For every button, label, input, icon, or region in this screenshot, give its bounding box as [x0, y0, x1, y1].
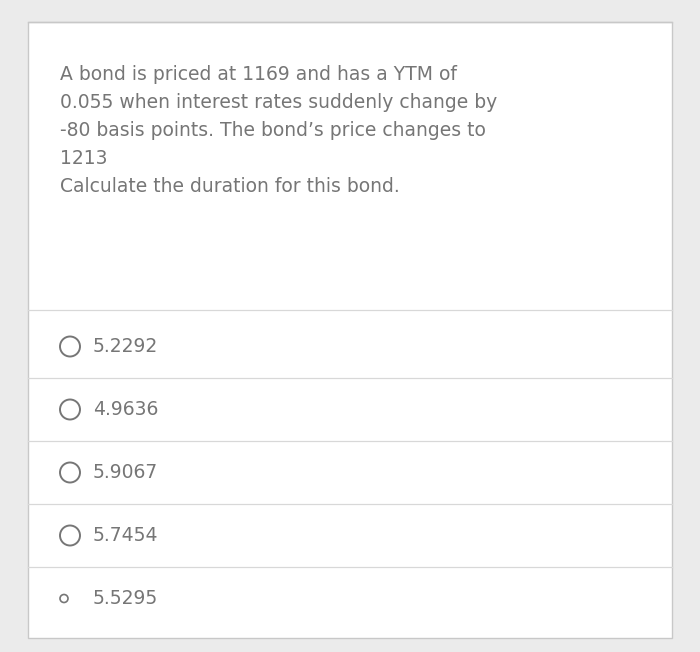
Text: 5.9067: 5.9067: [93, 463, 158, 482]
Text: 0.055 when interest rates suddenly change by: 0.055 when interest rates suddenly chang…: [60, 93, 497, 112]
Text: -80 basis points. The bond’s price changes to: -80 basis points. The bond’s price chang…: [60, 121, 486, 140]
Text: 5.7454: 5.7454: [93, 526, 158, 545]
Text: 5.5295: 5.5295: [93, 589, 158, 608]
Text: 5.2292: 5.2292: [93, 337, 158, 356]
Text: 4.9636: 4.9636: [93, 400, 158, 419]
Text: Calculate the duration for this bond.: Calculate the duration for this bond.: [60, 177, 400, 196]
Text: 1213: 1213: [60, 149, 108, 168]
Text: A bond is priced at 1169 and has a YTM of: A bond is priced at 1169 and has a YTM o…: [60, 65, 457, 84]
